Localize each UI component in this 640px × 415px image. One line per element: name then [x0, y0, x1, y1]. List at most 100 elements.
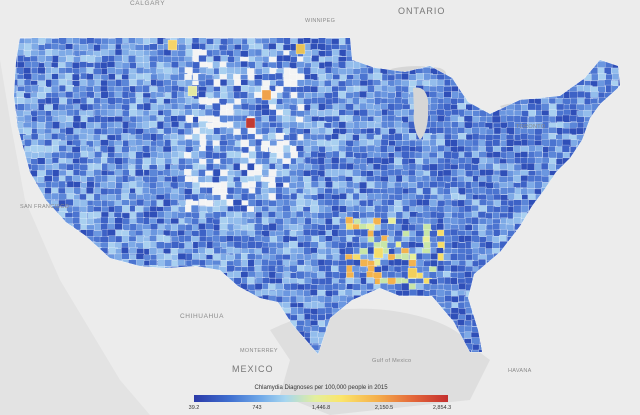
county-cell[interactable] — [464, 271, 472, 278]
county-cell[interactable] — [72, 62, 81, 69]
county-cell[interactable] — [261, 49, 270, 57]
county-cell[interactable] — [402, 205, 410, 213]
county-cell[interactable] — [297, 313, 305, 321]
county-cell[interactable] — [163, 198, 172, 207]
county-cell[interactable] — [58, 56, 67, 63]
county-cell[interactable] — [534, 181, 543, 189]
county-cell[interactable] — [162, 169, 171, 177]
county-cell-highlight[interactable] — [407, 267, 418, 279]
county-cell[interactable] — [478, 151, 488, 158]
county-cell[interactable] — [444, 126, 452, 135]
county-cell[interactable] — [352, 169, 362, 178]
county-cell[interactable] — [548, 103, 558, 111]
county-cell[interactable] — [401, 283, 410, 292]
county-cell[interactable] — [122, 182, 131, 191]
county-cell[interactable] — [164, 259, 173, 267]
county-cell[interactable] — [443, 205, 453, 213]
county-cell[interactable] — [380, 212, 389, 220]
county-cell[interactable] — [345, 247, 354, 255]
county-cell[interactable] — [464, 121, 473, 130]
county-cell[interactable] — [121, 193, 130, 201]
county-cell[interactable] — [310, 43, 318, 51]
county-cell[interactable] — [324, 92, 334, 100]
county-cell[interactable] — [134, 158, 143, 166]
county-cell[interactable] — [527, 139, 536, 147]
county-cell[interactable] — [94, 151, 103, 159]
county-cell[interactable] — [136, 199, 145, 206]
county-cell[interactable] — [380, 145, 388, 153]
county-cell[interactable] — [345, 169, 353, 177]
county-cell[interactable] — [380, 91, 389, 98]
county-cell[interactable] — [240, 61, 248, 68]
county-cell[interactable] — [283, 73, 291, 81]
county-cell[interactable] — [422, 145, 431, 153]
county-cell[interactable] — [422, 187, 432, 195]
county-cell[interactable] — [436, 235, 446, 243]
county-cell[interactable] — [317, 271, 325, 279]
county-cell[interactable] — [324, 212, 333, 219]
county-cell[interactable] — [374, 109, 383, 117]
county-cell[interactable] — [359, 139, 368, 147]
county-cell[interactable] — [220, 38, 229, 46]
county-cell[interactable] — [52, 55, 60, 64]
county-cell[interactable] — [339, 272, 347, 280]
county-cell[interactable] — [169, 74, 180, 81]
county-cell-highlight[interactable] — [295, 43, 306, 55]
county-cell[interactable] — [338, 242, 347, 250]
county-cell[interactable] — [372, 163, 381, 170]
county-cell[interactable] — [198, 90, 207, 99]
county-cell[interactable] — [429, 163, 438, 172]
county-cell[interactable] — [234, 181, 243, 189]
county-cell[interactable] — [331, 265, 339, 273]
county-cell[interactable] — [205, 44, 215, 51]
county-cell[interactable] — [290, 307, 299, 316]
county-cell[interactable] — [492, 211, 501, 219]
county-cell[interactable] — [114, 205, 123, 213]
county-cell[interactable] — [499, 169, 508, 177]
county-cell[interactable] — [267, 211, 277, 219]
county-cell[interactable] — [422, 205, 431, 213]
county-cell[interactable] — [177, 259, 185, 267]
county-cell[interactable] — [71, 146, 81, 154]
county-cell[interactable] — [30, 55, 38, 63]
county-cell[interactable] — [345, 115, 354, 122]
county-cell[interactable] — [156, 241, 165, 249]
county-cell[interactable] — [233, 217, 242, 226]
county-cell[interactable] — [170, 199, 178, 207]
county-cell[interactable] — [247, 240, 256, 249]
county-cell[interactable] — [198, 223, 206, 231]
county-cell[interactable] — [359, 73, 369, 81]
county-cell[interactable] — [520, 205, 529, 213]
county-cell[interactable] — [114, 48, 124, 56]
county-cell[interactable] — [93, 211, 101, 218]
county-cell[interactable] — [129, 78, 138, 87]
county-cell[interactable] — [451, 91, 460, 99]
county-cell[interactable] — [212, 49, 220, 57]
county-cell[interactable] — [170, 193, 180, 201]
county-cell[interactable] — [401, 91, 409, 100]
county-cell[interactable] — [436, 270, 445, 278]
county-cell[interactable] — [233, 170, 242, 178]
county-cell[interactable] — [275, 72, 283, 80]
county-cell[interactable] — [121, 79, 130, 87]
county-cell[interactable] — [309, 330, 319, 338]
county-cell[interactable] — [318, 103, 326, 111]
county-cell[interactable] — [135, 38, 144, 45]
county-cell[interactable] — [394, 205, 403, 213]
county-cell-highlight[interactable] — [167, 39, 178, 51]
county-cell[interactable] — [197, 73, 207, 82]
county-cell[interactable] — [338, 49, 347, 57]
county-cell[interactable] — [268, 169, 278, 177]
county-cell[interactable] — [100, 43, 110, 51]
county-cell[interactable] — [219, 216, 228, 225]
county-cell[interactable] — [457, 168, 466, 176]
county-cell[interactable] — [471, 217, 479, 225]
county-cell[interactable] — [303, 37, 311, 44]
county-cell[interactable] — [247, 163, 256, 171]
county-cell[interactable] — [240, 139, 249, 148]
county-cell[interactable] — [499, 163, 508, 170]
county-cell[interactable] — [520, 116, 528, 123]
county-cell[interactable] — [72, 217, 81, 225]
county-cell[interactable] — [282, 121, 291, 129]
county-cell[interactable] — [282, 44, 292, 52]
